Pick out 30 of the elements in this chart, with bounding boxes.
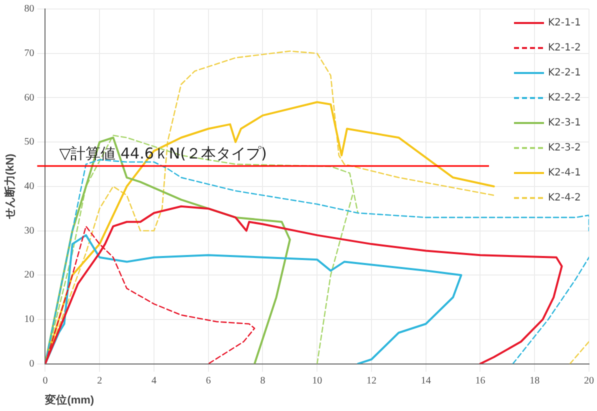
- legend-label: K2-4-2: [548, 192, 581, 204]
- legend-label: K2-3-1: [548, 118, 581, 129]
- x-tick-label: 6: [206, 375, 211, 386]
- legend-label: K2-1-1: [548, 18, 581, 29]
- y-axis-title: せん断力(kN): [4, 153, 17, 220]
- x-tick-label: 2: [97, 375, 102, 386]
- y-tick-label: 80: [24, 4, 34, 15]
- x-tick-label: 12: [366, 375, 376, 386]
- y-tick-label: 10: [24, 314, 34, 326]
- legend-label: K2-4-1: [548, 168, 581, 179]
- y-tick-label: 30: [24, 225, 34, 236]
- x-tick-label: 18: [530, 375, 540, 386]
- x-tick-label: 8: [260, 375, 266, 386]
- y-tick-label: 20: [24, 270, 34, 281]
- y-tick-label: 60: [24, 92, 34, 104]
- x-tick-label: 16: [475, 375, 486, 386]
- y-tick-label: 70: [24, 48, 34, 59]
- y-tick-label: 50: [24, 136, 34, 148]
- x-tick-label: 14: [420, 375, 431, 386]
- y-tick-label: 0: [29, 358, 34, 370]
- legend-label: K2-1-2: [548, 42, 581, 54]
- x-tick-label: 20: [584, 375, 594, 386]
- legend-label: K2-2-2: [548, 92, 581, 104]
- x-tick-label: 4: [151, 375, 156, 386]
- x-tick-label: 10: [312, 375, 322, 386]
- x-axis-title: 変位(mm): [44, 393, 94, 406]
- legend-label: K2-2-1: [548, 68, 581, 79]
- legend-label: K2-3-2: [548, 142, 581, 154]
- x-tick-label: 0: [42, 375, 48, 386]
- y-tick-label: 40: [24, 181, 34, 192]
